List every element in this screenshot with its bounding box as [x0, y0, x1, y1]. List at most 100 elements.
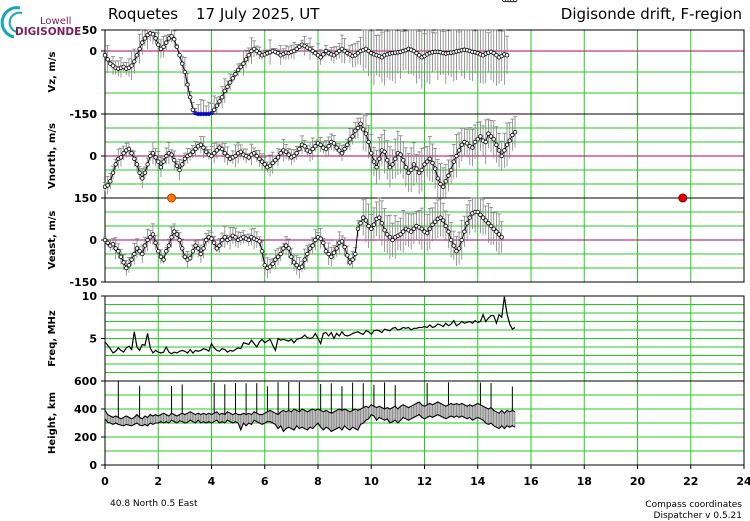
data-point	[262, 162, 267, 167]
x-tick-label: 6	[261, 475, 269, 488]
data-point	[278, 251, 283, 257]
data-point	[363, 218, 369, 223]
data-point	[214, 246, 220, 251]
data-point	[174, 44, 180, 49]
data-point	[507, 138, 512, 143]
x-tick-label: 14	[470, 475, 486, 488]
data-point	[270, 160, 275, 166]
data-point	[283, 243, 289, 248]
data-point	[366, 223, 371, 229]
data-point	[438, 215, 443, 220]
data-point	[339, 239, 345, 244]
data-point	[347, 260, 353, 265]
data-point	[129, 150, 134, 156]
data-point	[116, 248, 121, 254]
data-point	[243, 57, 249, 62]
data-point	[331, 141, 337, 146]
data-point	[145, 237, 150, 243]
data-point	[201, 145, 206, 150]
data-point	[414, 166, 419, 171]
data-point	[126, 146, 132, 152]
y-axis-label: Veast, m/s	[47, 211, 58, 270]
x-tick-label: 0	[101, 475, 109, 488]
data-point	[323, 248, 329, 254]
data-point	[419, 226, 425, 231]
data-point	[472, 139, 478, 145]
data-point	[321, 240, 326, 245]
data-point	[318, 142, 323, 147]
y-tick-label: 600	[74, 375, 97, 388]
y-tick-label: 0	[89, 45, 97, 58]
data-point	[217, 99, 222, 104]
data-point	[451, 243, 456, 248]
data-point	[302, 257, 307, 262]
data-point	[235, 67, 241, 73]
data-point	[182, 156, 188, 161]
data-point	[467, 215, 472, 220]
data-point	[132, 156, 137, 161]
data-point	[164, 248, 169, 254]
data-point	[118, 254, 124, 259]
data-point	[177, 237, 182, 243]
data-point	[363, 131, 369, 136]
data-point	[302, 143, 307, 149]
y-tick-label: 50	[82, 24, 98, 37]
data-point	[350, 134, 355, 139]
data-point	[440, 184, 446, 189]
data-point	[273, 157, 278, 163]
data-point	[172, 229, 177, 234]
product-title: Digisonde drift, F-region	[560, 5, 742, 23]
data-point	[464, 220, 470, 226]
y-tick-label: 5	[89, 333, 97, 346]
data-point	[161, 159, 166, 164]
data-point	[286, 152, 291, 157]
data-point	[238, 64, 243, 70]
data-point	[281, 246, 286, 251]
data-point	[459, 142, 464, 147]
data-point	[510, 132, 515, 138]
data-point	[427, 226, 433, 231]
data-point	[182, 254, 188, 259]
y-axis-label: Vnorth, m/s	[47, 123, 58, 189]
data-point	[233, 153, 238, 159]
data-point	[299, 264, 305, 269]
data-point	[446, 229, 451, 234]
data-point	[172, 37, 177, 42]
data-point	[193, 146, 198, 152]
data-point	[134, 53, 140, 58]
data-point	[390, 237, 395, 243]
data-point	[180, 162, 185, 167]
data-point	[411, 226, 417, 231]
data-point	[259, 248, 265, 254]
y-axis-label: Height, km	[47, 392, 58, 454]
data-point	[142, 243, 148, 248]
data-point	[211, 107, 217, 112]
y-tick-label: 10	[82, 290, 98, 303]
data-point	[219, 94, 225, 100]
data-point	[456, 246, 462, 251]
data-point	[355, 226, 361, 231]
data-point	[166, 243, 172, 248]
data-point	[454, 153, 459, 159]
data-point	[140, 176, 145, 181]
data-point	[512, 0, 518, 3]
data-point	[454, 248, 459, 254]
data-point	[289, 254, 294, 259]
data-point	[158, 164, 164, 170]
data-point	[153, 36, 158, 41]
data-point	[483, 139, 488, 145]
data-point	[411, 162, 417, 167]
data-point	[110, 241, 116, 247]
data-point	[257, 156, 262, 161]
red-marker	[678, 193, 688, 203]
data-point	[478, 134, 483, 139]
data-point	[113, 246, 118, 251]
data-point	[486, 131, 491, 136]
data-point	[102, 53, 108, 58]
data-point	[403, 164, 409, 170]
data-point	[430, 222, 435, 227]
data-point	[110, 170, 116, 175]
data-point	[446, 173, 451, 178]
data-point	[387, 234, 393, 240]
data-point	[353, 128, 358, 133]
